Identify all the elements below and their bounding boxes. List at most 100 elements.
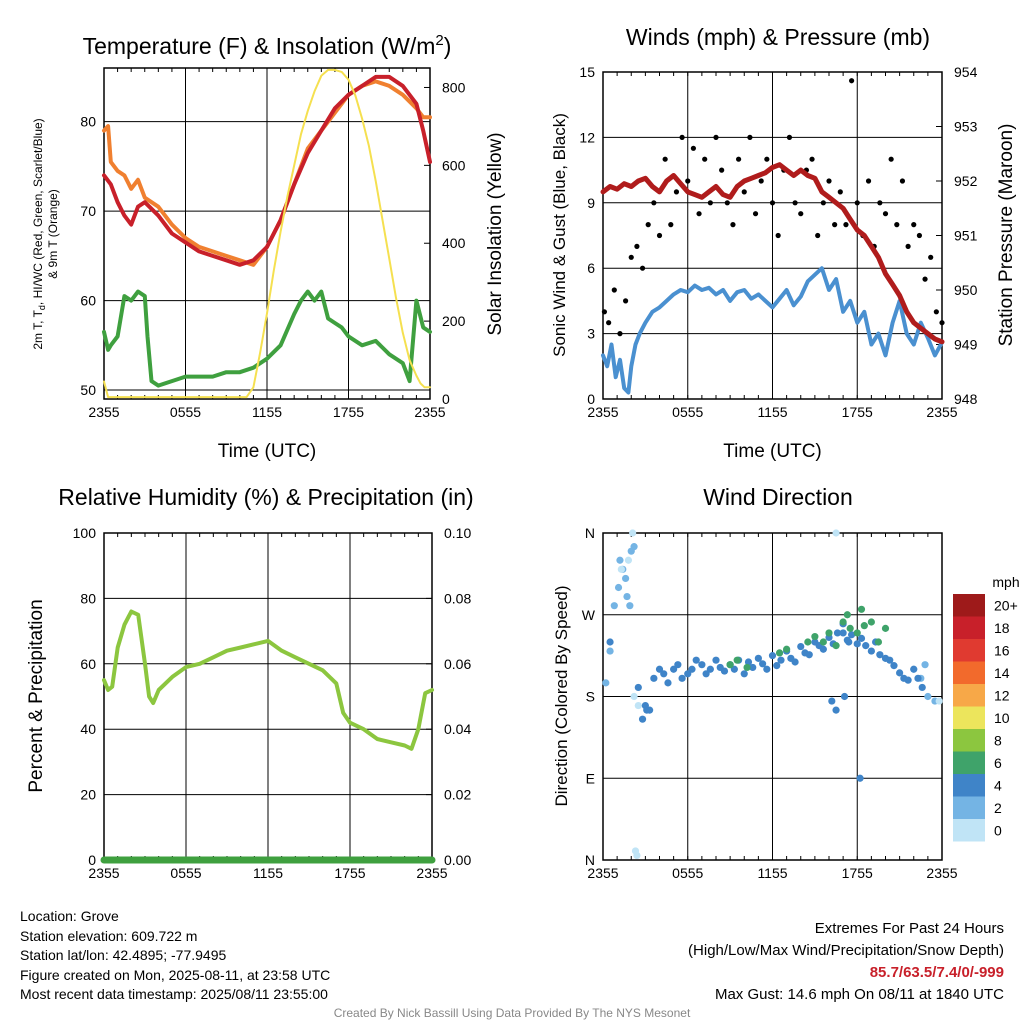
data-point: [876, 651, 884, 659]
data-point: [791, 658, 799, 666]
x-tick-label: 2355: [414, 404, 445, 420]
data-point: [629, 529, 637, 537]
y2-tick-label: 948: [954, 391, 978, 407]
data-point: [706, 665, 714, 673]
data-point: [769, 200, 776, 206]
data-point: [754, 654, 762, 662]
data-point: [623, 592, 631, 601]
legend-label: 16: [994, 642, 1010, 658]
series-line: [102, 609, 434, 751]
y-tick-label: 15: [579, 64, 595, 80]
legend-swatch: [953, 684, 985, 707]
data-point: [845, 638, 853, 646]
data-point: [867, 618, 875, 626]
data-point: [853, 640, 861, 648]
series-line: [102, 289, 432, 388]
data-point: [719, 167, 725, 173]
data-point: [733, 656, 741, 664]
data-point: [664, 679, 672, 687]
data-point: [651, 200, 657, 206]
y-tick-label: S: [586, 689, 595, 705]
data-point: [698, 661, 706, 669]
data-point: [899, 178, 906, 184]
data-point: [736, 156, 742, 162]
data-point: [610, 602, 618, 610]
legend-label: 4: [994, 777, 1002, 793]
y-tick-label: 80: [80, 114, 96, 130]
y-tick-label: 60: [80, 293, 96, 309]
y2-tick-label: 0.10: [444, 525, 471, 541]
data-point: [743, 663, 751, 672]
data-point: [712, 656, 720, 664]
data-point: [634, 683, 642, 692]
data-point: [839, 618, 847, 626]
data-point: [602, 679, 610, 687]
data-point: [886, 656, 894, 664]
x-tick-label: 1155: [253, 865, 283, 881]
data-point: [914, 674, 922, 682]
data-point: [622, 574, 630, 583]
x-axis-label: Time (UTC): [723, 441, 822, 462]
x-tick-label: 0555: [672, 404, 703, 420]
data-point: [777, 656, 785, 664]
data-point: [626, 602, 634, 610]
data-point: [660, 670, 668, 678]
station-elevation: Station elevation: 609.722 m: [20, 927, 198, 944]
y-tick-label: 3: [587, 326, 595, 342]
data-point: [939, 320, 945, 326]
series-line: [600, 162, 945, 345]
x-tick-label: 0555: [170, 404, 201, 420]
legend-swatch: [953, 796, 985, 819]
data-point: [650, 674, 658, 682]
x-tick-label: 1755: [842, 865, 873, 881]
data-point: [867, 647, 875, 655]
data-point: [910, 665, 918, 673]
data-point: [611, 287, 617, 293]
panel-humidity-precip: 2355 0555 1155 1755 23550204060801000.000.02…: [26, 484, 474, 881]
data-point: [744, 658, 753, 666]
data-point: [905, 243, 911, 249]
y-tick-label: 12: [579, 129, 595, 145]
data-point: [730, 665, 738, 673]
legend-label: 2: [994, 800, 1002, 816]
y2-tick-label: 952: [954, 173, 978, 189]
chart-title: Temperature (F) & Insolation (W/m2): [83, 32, 452, 59]
x-tick-label: 1155: [757, 865, 787, 881]
data-point: [882, 211, 889, 217]
data-point: [840, 692, 849, 701]
x-tick-label: 0555: [672, 865, 703, 881]
data-point: [614, 583, 623, 592]
data-point: [606, 320, 612, 326]
station-latlon: Station lat/lon: 42.4895; -77.9495: [20, 947, 227, 963]
data-point: [702, 670, 710, 678]
extremes-heading: Extremes For Past 24 Hours: [814, 920, 1004, 937]
x-tick-label: 2355: [587, 404, 618, 420]
legend-swatch: [953, 751, 985, 774]
data-point: [918, 683, 926, 692]
data-point: [673, 189, 680, 195]
data-point: [832, 529, 840, 537]
plot-frame: [602, 532, 943, 861]
data-point: [839, 629, 847, 637]
y2-tick-label: 0.04: [444, 721, 471, 737]
data-point: [935, 697, 943, 705]
data-point: [888, 156, 894, 162]
legend-swatch: [953, 729, 985, 752]
y-tick-label: 50: [80, 382, 96, 398]
data-point: [645, 222, 651, 228]
data-point: [638, 715, 647, 723]
y2-tick-label: 951: [954, 228, 978, 244]
data-point: [688, 665, 696, 673]
data-point: [707, 200, 713, 206]
plot-frame: [602, 71, 943, 400]
data-point: [904, 676, 912, 684]
data-point: [916, 232, 923, 239]
x-tick-label: 2355: [926, 865, 957, 881]
data-point: [679, 134, 685, 140]
data-point: [630, 692, 638, 701]
data-point: [749, 663, 757, 672]
data-point: [724, 200, 730, 206]
data-point: [860, 622, 868, 630]
y2-tick-label: 200: [442, 313, 466, 329]
data-point: [819, 645, 827, 653]
